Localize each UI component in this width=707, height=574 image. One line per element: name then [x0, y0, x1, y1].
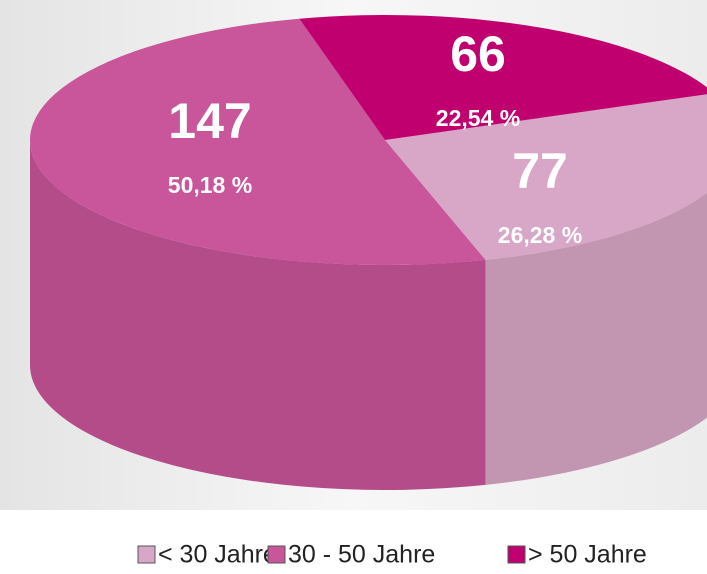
value-label: 66 [450, 26, 506, 82]
share-label: 50,18 % [168, 172, 252, 198]
legend-label: 30 - 50 Jahre [288, 541, 435, 569]
slice-side-shade [30, 140, 486, 490]
legend-swatch [507, 545, 526, 564]
slice-side [485, 192, 707, 485]
slice-top [30, 18, 486, 265]
slice-side-shade [485, 192, 707, 485]
legend-swatch [267, 545, 286, 564]
slice [299, 15, 707, 140]
value-label: 147 [168, 93, 251, 149]
slice-side [30, 140, 486, 490]
share-label: 22,54 % [436, 105, 520, 131]
legend-label: > 50 Jahre [528, 541, 647, 569]
slice-top [385, 94, 707, 260]
legend-label: < 30 Jahre [158, 541, 277, 569]
share-label: 26,28 % [498, 222, 582, 248]
slice [385, 94, 707, 485]
value-label: 77 [512, 143, 568, 199]
legend-swatch [137, 545, 156, 564]
legend-background [0, 510, 707, 574]
slice-top [299, 15, 707, 140]
slice [30, 18, 486, 490]
